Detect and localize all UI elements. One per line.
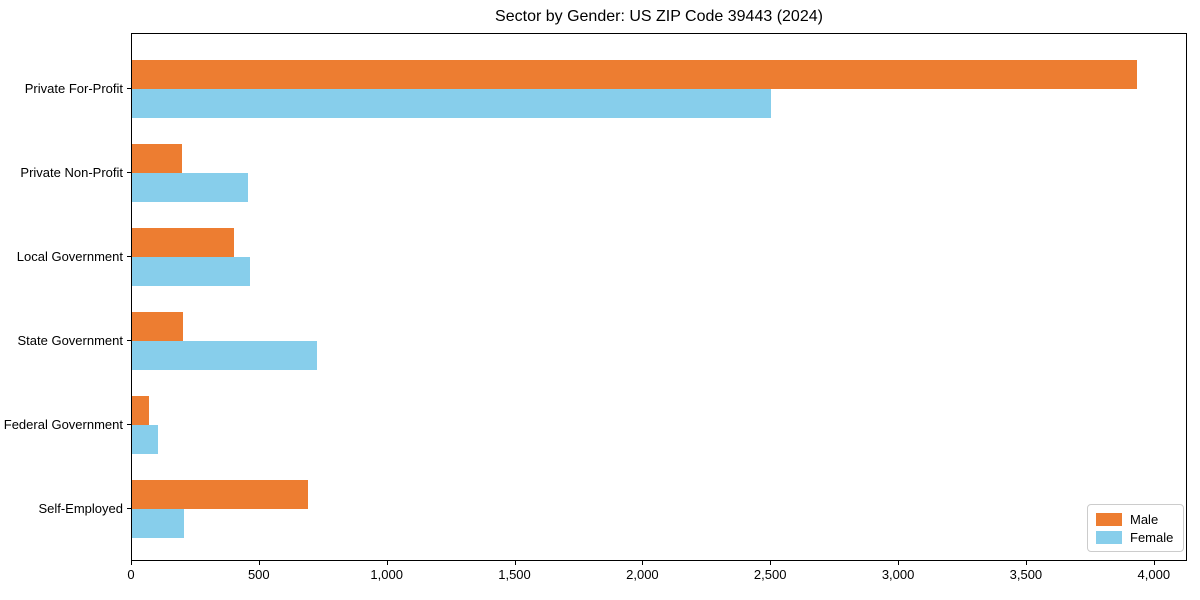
xtick-label-0: 0 xyxy=(127,567,135,582)
xtick-label-500: 500 xyxy=(247,567,270,582)
ytick-label-local-government: Local Government xyxy=(16,249,123,264)
legend-label-male: Male xyxy=(1130,511,1159,527)
xtick-mark xyxy=(258,561,260,565)
xtick-mark xyxy=(1153,561,1155,565)
bar-male-private-non-profit xyxy=(132,144,182,173)
ytick-label-private-non-profit: Private Non-Profit xyxy=(20,165,123,180)
plot-area xyxy=(131,33,1187,561)
legend: Male Female xyxy=(1087,504,1184,552)
bar-male-private-for-profit xyxy=(132,60,1137,89)
bar-female-federal-government xyxy=(132,425,158,454)
ytick-label-state-government: State Government xyxy=(17,333,124,348)
chart-title: Sector by Gender: US ZIP Code 39443 (202… xyxy=(495,8,823,25)
bar-male-federal-government xyxy=(132,396,149,425)
bar-female-private-non-profit xyxy=(132,173,249,202)
legend-entry-male: Male xyxy=(1096,511,1183,527)
legend-swatch-female xyxy=(1096,530,1122,544)
bar-female-state-government xyxy=(132,341,318,370)
legend-label-female: Female xyxy=(1130,529,1174,545)
ytick-mark xyxy=(127,256,131,257)
ytick-label-private-for-profit: Private For-Profit xyxy=(24,81,123,96)
xtick-mark xyxy=(1025,561,1027,565)
bar-male-local-government xyxy=(132,228,235,257)
ytick-mark xyxy=(127,508,131,509)
xtick-label-1000: 1,000 xyxy=(370,567,403,582)
xtick-mark xyxy=(514,561,516,565)
xtick-mark xyxy=(770,561,772,565)
xtick-label-2000: 2,000 xyxy=(626,567,659,582)
xtick-mark xyxy=(131,561,132,565)
bar-male-state-government xyxy=(132,312,184,341)
bar-female-local-government xyxy=(132,257,250,286)
xtick-mark xyxy=(386,561,388,565)
xtick-mark xyxy=(898,561,900,565)
ytick-mark xyxy=(127,340,131,341)
xtick-label-3500: 3,500 xyxy=(1009,567,1043,582)
xtick-label-4000: 4,000 xyxy=(1137,567,1171,582)
xtick-label-2500: 2,500 xyxy=(753,567,787,582)
bar-female-self-employed xyxy=(132,509,185,538)
legend-entry-female: Female xyxy=(1096,529,1183,545)
bar-female-private-for-profit xyxy=(132,89,772,118)
legend-swatch-male xyxy=(1096,512,1122,526)
xtick-label-1500: 1,500 xyxy=(498,567,531,582)
ytick-label-self-employed: Self-Employed xyxy=(38,501,123,516)
bar-male-self-employed xyxy=(132,480,309,509)
ytick-mark xyxy=(127,88,131,89)
ytick-label-federal-government: Federal Government xyxy=(3,417,123,432)
ytick-mark xyxy=(127,424,131,425)
xtick-label-3000: 3,000 xyxy=(881,567,915,582)
xtick-mark xyxy=(642,561,644,565)
ytick-mark xyxy=(127,172,131,173)
